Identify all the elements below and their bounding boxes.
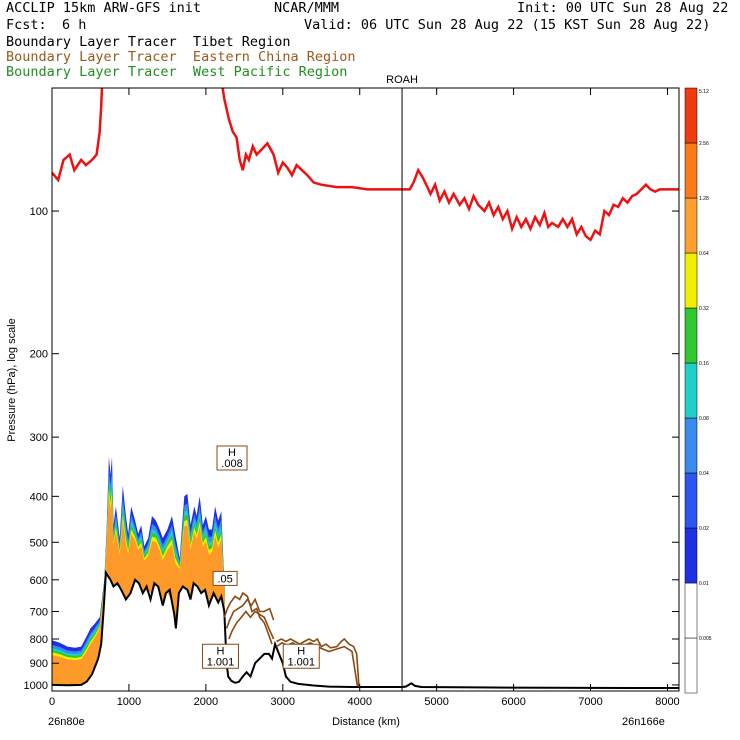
eastern-china-contour-0 — [223, 591, 273, 645]
fcst-value: 6 h — [62, 17, 87, 33]
colorbar-level-8: 1.28 — [699, 196, 709, 202]
h-label-value-3: 1.001 — [287, 656, 315, 668]
colorbar-level-4: 0.08 — [699, 416, 709, 422]
colorbar-segment-7 — [684, 252, 698, 309]
h-label-letter-3: H — [297, 645, 305, 657]
right-endpoint-label: 26n166e — [622, 716, 665, 728]
colorbar-level-1: 0.01 — [699, 581, 709, 587]
y-tick-label-300: 300 — [30, 432, 48, 444]
x-tick-label-4000: 4000 — [347, 696, 371, 708]
colorbar-segment-3 — [684, 472, 698, 529]
y-tick-label-500: 500 — [30, 537, 48, 549]
h-label-value-1: .05 — [217, 573, 232, 585]
colorbar-level-6: 0.32 — [699, 306, 709, 312]
y-tick-label-400: 400 — [30, 491, 48, 503]
legend-tibet: Boundary Layer Tracer Tibet Region — [6, 34, 291, 50]
x-tick-label-2000: 2000 — [194, 696, 218, 708]
y-tick-label-1000: 1000 — [24, 680, 48, 692]
colorbar-segment-4 — [684, 417, 698, 474]
tracer-shading-layer-5 — [52, 496, 225, 686]
org-label: NCAR/MMM — [274, 0, 340, 16]
station-marker-label: ROAH — [386, 74, 418, 86]
y-axis-label: Pressure (hPa), log scale — [6, 318, 18, 442]
eastern-china-contour-1 — [225, 597, 275, 629]
colorbar-level-5: 0.16 — [699, 361, 709, 367]
h-label-letter-0: H — [228, 447, 236, 459]
left-endpoint-label: 26n80e — [48, 716, 85, 728]
colorbar-segment-2 — [684, 527, 698, 584]
y-tick-label-600: 600 — [30, 575, 48, 587]
x-tick-label-0: 0 — [49, 696, 55, 708]
colorbar-level-7: 0.64 — [699, 251, 709, 257]
h-label-letter-2: H — [217, 645, 225, 657]
colorbar-segment-5 — [684, 362, 698, 419]
valid-time: Valid: 06 UTC Sun 28 Aug 22 (15 KST Sun … — [304, 17, 711, 33]
h-label-box-1 — [212, 570, 238, 586]
y-tick-label-100: 100 — [30, 206, 48, 218]
h-label-box-3 — [282, 643, 320, 669]
colorbar-level-10: 5.12 — [699, 89, 709, 95]
x-tick-label-8000: 8000 — [655, 696, 679, 708]
tropopause-line — [52, 88, 679, 242]
eastern-china-contour-2 — [228, 610, 275, 640]
x-tick-label-3000: 3000 — [271, 696, 295, 708]
x-tick-label-7000: 7000 — [578, 696, 602, 708]
colorbar-level-0: 0.005 — [699, 636, 712, 642]
x-axis-label: Distance (km) — [332, 716, 400, 728]
colorbar-level-3: 0.04 — [699, 471, 709, 477]
colorbar-level-9: 2.56 — [699, 141, 709, 147]
colorbar-segment-6 — [684, 307, 698, 364]
legend-eastern-china: Boundary Layer Tracer Eastern China Regi… — [6, 49, 356, 65]
y-tick-label-800: 800 — [30, 634, 48, 646]
y-tick-label-700: 700 — [30, 607, 48, 619]
colorbar-segment-9 — [684, 142, 698, 199]
h-label-box-0 — [216, 445, 248, 471]
x-tick-label-1000: 1000 — [117, 696, 141, 708]
x-tick-label-5000: 5000 — [424, 696, 448, 708]
h-label-value-0: .008 — [221, 458, 242, 470]
model-title: ACCLIP 15km ARW-GFS init — [6, 0, 202, 16]
legend-west-pacific: Boundary Layer Tracer West Pacific Regio… — [6, 64, 348, 80]
tracer-shading-layer-4 — [52, 489, 225, 686]
x-tick-label-6000: 6000 — [501, 696, 525, 708]
y-tick-label-200: 200 — [30, 349, 48, 361]
fcst-label: Fcst: — [6, 17, 47, 33]
surface-line — [52, 569, 679, 689]
h-label-value-2: 1.001 — [207, 656, 235, 668]
plot-frame — [51, 87, 680, 692]
colorbar-segment-10 — [684, 87, 698, 144]
colorbar-segment-8 — [684, 197, 698, 254]
init-time: Init: 00 UTC Sun 28 Aug 22 — [517, 0, 729, 16]
h-label-box-2 — [201, 643, 239, 669]
y-tick-label-900: 900 — [30, 658, 48, 670]
eastern-china-contour-3 — [276, 637, 360, 688]
colorbar-segment-1 — [684, 582, 698, 639]
colorbar-level-2: 0.02 — [699, 526, 709, 532]
colorbar-segment-0 — [684, 637, 698, 694]
